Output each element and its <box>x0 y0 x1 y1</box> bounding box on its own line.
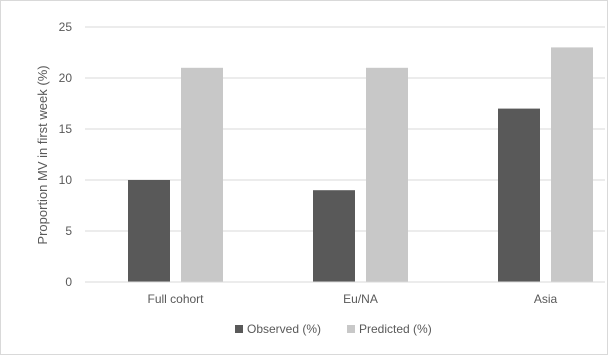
y-axis-title: Proportion MV in first week (%) <box>35 65 50 244</box>
y-tick-label: 25 <box>59 20 73 34</box>
legend: Observed (%) Predicted (%) <box>235 322 432 336</box>
axes: 0 5 10 15 20 25 Full cohort Eu/NA Asia <box>59 20 605 306</box>
x-tick-label: Asia <box>534 292 558 306</box>
bar-observed-1 <box>128 180 170 282</box>
x-tick-label: Eu/NA <box>343 292 378 306</box>
bars <box>128 47 593 283</box>
bar-observed-3 <box>498 108 540 282</box>
bar-predicted-2 <box>366 67 408 282</box>
legend-swatch-predicted <box>347 325 355 333</box>
y-tick-label: 15 <box>59 122 73 136</box>
legend-label-observed: Observed (%) <box>247 322 321 336</box>
y-tick-label: 10 <box>59 173 73 187</box>
bar-observed-2 <box>313 190 355 282</box>
x-tick-label: Full cohort <box>147 292 204 306</box>
y-tick-label: 5 <box>65 224 72 238</box>
bar-predicted-3 <box>551 47 593 283</box>
bar-predicted-1 <box>181 67 223 282</box>
y-tick-label: 20 <box>59 71 73 85</box>
y-tick-label: 0 <box>65 275 72 289</box>
legend-label-predicted: Predicted (%) <box>359 322 432 336</box>
legend-swatch-observed <box>235 325 243 333</box>
